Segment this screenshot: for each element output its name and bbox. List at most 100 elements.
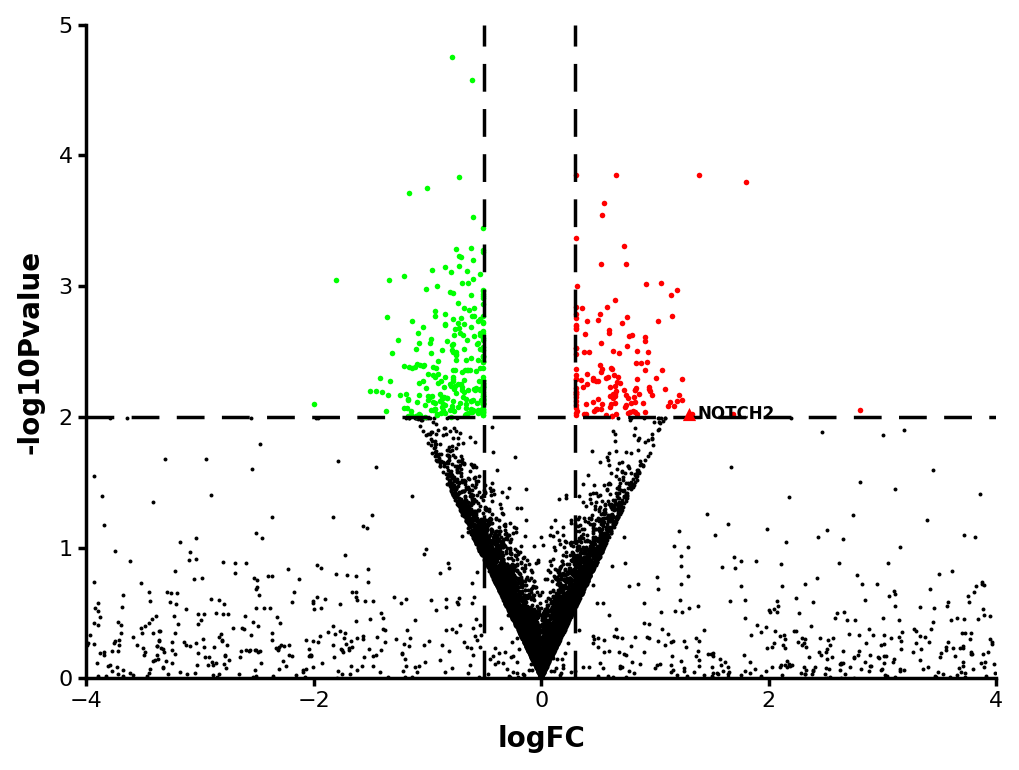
Point [513, 628, 529, 640]
Point [525, 641, 541, 654]
Point [473, 537, 489, 550]
Point [526, 636, 542, 648]
Point [555, 614, 572, 626]
Point [541, 651, 557, 664]
Point [430, 448, 446, 460]
Point [532, 668, 548, 681]
Point [545, 594, 561, 606]
Point [504, 601, 521, 614]
Point [503, 594, 520, 607]
Point [587, 557, 603, 570]
Point [408, 410, 424, 422]
Point [640, 618, 656, 630]
Point [560, 609, 577, 621]
Point [545, 619, 561, 631]
Point [493, 585, 510, 598]
Point [443, 480, 460, 492]
Point [463, 528, 479, 541]
Point [564, 605, 580, 618]
Point [524, 650, 540, 662]
Point [449, 297, 466, 310]
Point [543, 596, 559, 608]
Point [190, 608, 206, 620]
Point [547, 598, 564, 610]
Point [543, 643, 559, 655]
Point [493, 485, 510, 497]
Point [543, 639, 559, 651]
Point [547, 615, 564, 628]
Point [964, 663, 980, 675]
Point [540, 649, 556, 661]
Point [599, 510, 615, 522]
Point [469, 516, 485, 528]
Point [470, 524, 486, 537]
Point [534, 643, 550, 655]
Point [878, 557, 895, 570]
Point [543, 649, 559, 661]
Point [535, 666, 551, 678]
Point [541, 634, 557, 646]
Point [514, 579, 530, 591]
Point [582, 554, 598, 567]
Point [683, 412, 699, 424]
Point [478, 538, 494, 551]
Point [578, 579, 594, 591]
Point [533, 634, 549, 647]
Point [629, 464, 645, 476]
Point [580, 553, 596, 565]
Point [525, 642, 541, 654]
Point [409, 397, 425, 409]
Point [565, 601, 581, 614]
Point [527, 620, 543, 632]
Point [428, 448, 444, 460]
Point [537, 655, 553, 668]
Point [581, 557, 597, 570]
Point [536, 655, 552, 668]
Point [468, 537, 484, 550]
Point [542, 632, 558, 644]
Point [521, 631, 537, 644]
Point [536, 646, 552, 658]
Point [632, 457, 648, 470]
Point [590, 551, 606, 563]
Point [453, 454, 470, 466]
Point [423, 426, 439, 438]
Point [543, 636, 559, 648]
Point [538, 651, 554, 664]
Point [516, 631, 532, 644]
Point [568, 594, 584, 607]
Point [552, 629, 569, 641]
Point [567, 597, 583, 609]
Point [474, 548, 490, 561]
Point [539, 646, 555, 658]
Point [520, 626, 536, 638]
Point [508, 618, 525, 631]
Point [400, 412, 417, 424]
Point [531, 648, 547, 661]
Point [519, 643, 535, 655]
Point [488, 547, 504, 560]
Point [662, 636, 679, 648]
Point [410, 407, 426, 420]
Point [573, 578, 589, 590]
Point [487, 547, 503, 560]
Point [473, 527, 489, 539]
Point [483, 557, 499, 570]
Point [500, 589, 517, 601]
Point [524, 645, 540, 658]
Point [521, 637, 537, 649]
Point [544, 644, 560, 656]
Point [550, 631, 567, 644]
Point [823, 651, 840, 663]
Point [482, 524, 498, 536]
Point [518, 628, 534, 641]
Point [545, 645, 561, 658]
Point [608, 500, 625, 512]
Point [497, 588, 514, 601]
Point [554, 521, 571, 533]
Point [559, 601, 576, 613]
Point [620, 407, 636, 420]
Point [516, 589, 532, 601]
Point [520, 631, 536, 643]
Point [551, 608, 568, 621]
